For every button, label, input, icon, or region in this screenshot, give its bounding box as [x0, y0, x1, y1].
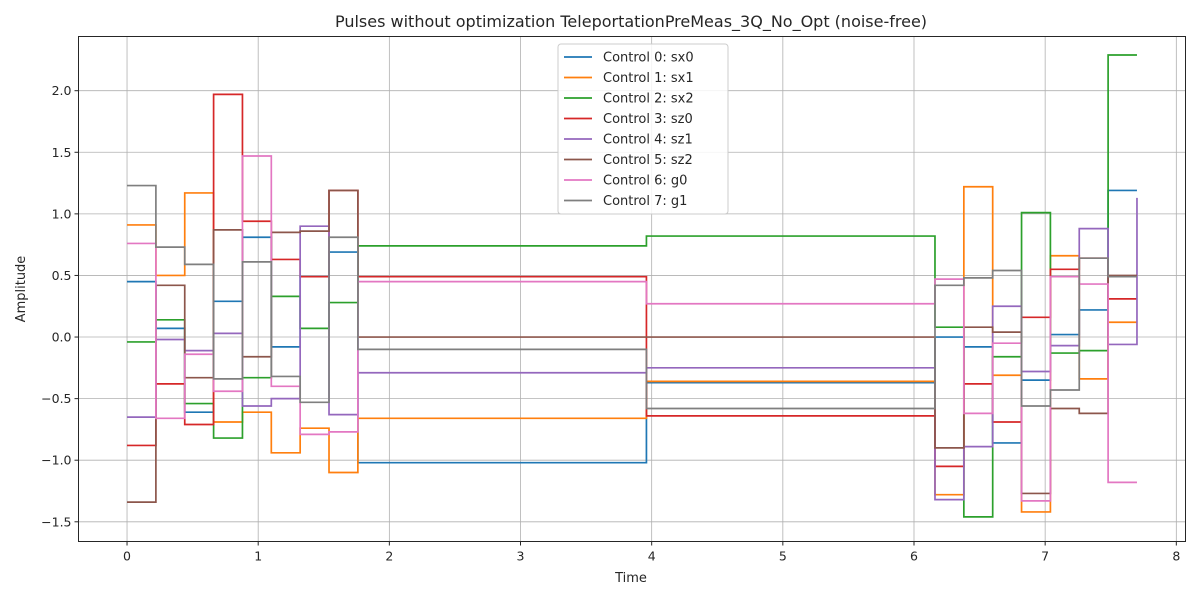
- y-tick-label: −1.5: [41, 514, 71, 529]
- x-tick-label: 2: [385, 549, 393, 564]
- x-tick-label: 1: [254, 549, 262, 564]
- x-tick-label: 7: [1041, 549, 1049, 564]
- y-tick-label: 2.0: [52, 83, 72, 98]
- legend-entry-0: Control 0: sx0: [603, 51, 694, 66]
- axis-ticks: 0 1 2 3 4 5 6 7 8 −1.5 −1.0 −0.5 0.0 0.5 1.0 1.5 2.0: [41, 83, 1180, 563]
- legend-entry-1: Control 1: sx1: [603, 71, 694, 86]
- y-tick-label: 0.5: [52, 268, 72, 283]
- series-line-7: [127, 184, 1137, 410]
- x-axis-label: Time: [614, 571, 647, 586]
- legend-entry-4: Control 4: sz1: [603, 133, 693, 148]
- y-tick-label: −1.0: [41, 453, 71, 468]
- x-tick-label: 4: [648, 549, 656, 564]
- x-tick-label: 0: [123, 549, 131, 564]
- y-tick-label: 1.5: [52, 145, 72, 160]
- x-tick-label: 6: [910, 549, 918, 564]
- y-tick-label: −0.5: [41, 391, 71, 406]
- axes-frame: [78, 36, 1186, 542]
- legend-entry-6: Control 6: g0: [603, 174, 687, 189]
- legend-entry-7: Control 7: g1: [603, 194, 687, 209]
- x-tick-label: 3: [517, 549, 525, 564]
- y-axis-label: Amplitude: [14, 256, 29, 323]
- legend-entry-2: Control 2: sx2: [603, 92, 694, 107]
- legend-entry-3: Control 3: sz0: [603, 112, 693, 127]
- x-tick-label: 5: [779, 549, 787, 564]
- y-tick-label: 1.0: [52, 206, 72, 221]
- legend-entry-5: Control 5: sz2: [603, 153, 693, 168]
- series-lines: [127, 54, 1138, 518]
- legend: Control 0: sx0 Control 1: sx1 Control 2: s…: [557, 43, 729, 215]
- x-tick-label: 8: [1172, 549, 1180, 564]
- y-tick-label: 0.0: [52, 330, 72, 345]
- legend-box: [557, 43, 729, 215]
- chart-title: Pulses without optimization Teleportatio…: [335, 12, 927, 32]
